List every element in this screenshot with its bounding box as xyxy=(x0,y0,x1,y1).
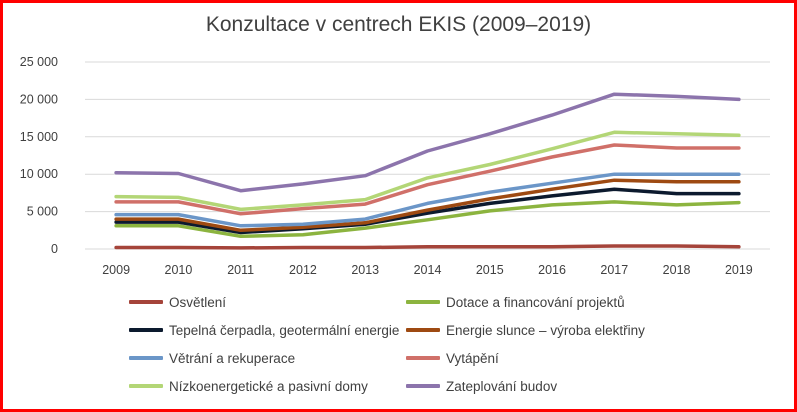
x-tick-label: 2011 xyxy=(227,263,254,277)
series-line-3 xyxy=(114,187,741,235)
x-tick-label: 2018 xyxy=(663,263,691,277)
x-tick-label: 2017 xyxy=(600,263,628,277)
series-line-1 xyxy=(114,244,741,250)
series-line-6 xyxy=(114,143,741,216)
x-axis: 2009 2010 2011 2012 2013 2014 2015 2016 2017 2018… xyxy=(102,263,753,277)
chart-title: Konzultace v centrech EKIS (2009–2019) xyxy=(205,13,592,36)
x-tick-label: 2009 xyxy=(102,263,130,277)
series-line-5 xyxy=(114,172,741,228)
x-tick-label: 2012 xyxy=(289,263,317,277)
y-tick-label: 25 000 xyxy=(20,55,58,69)
series-line-8 xyxy=(114,92,741,193)
series-lines xyxy=(114,92,741,250)
series-line-7 xyxy=(114,130,741,212)
y-tick-label: 10 000 xyxy=(20,167,58,181)
x-tick-label: 2019 xyxy=(725,263,753,277)
x-tick-label: 2015 xyxy=(476,263,504,277)
y-tick-label: 5 000 xyxy=(27,205,58,219)
x-tick-label: 2010 xyxy=(165,263,193,277)
series-line-4 xyxy=(114,178,741,233)
y-axis: 0 5 000 10 000 15 000 20 000 25 000 xyxy=(20,55,58,256)
x-tick-label: 2014 xyxy=(414,263,442,277)
series-line-2 xyxy=(114,200,741,239)
y-tick-label: 15 000 xyxy=(20,130,58,144)
x-tick-label: 2013 xyxy=(351,263,379,277)
y-tick-label: 0 xyxy=(51,242,58,256)
y-tick-label: 20 000 xyxy=(20,92,58,106)
x-tick-label: 2016 xyxy=(538,263,566,277)
